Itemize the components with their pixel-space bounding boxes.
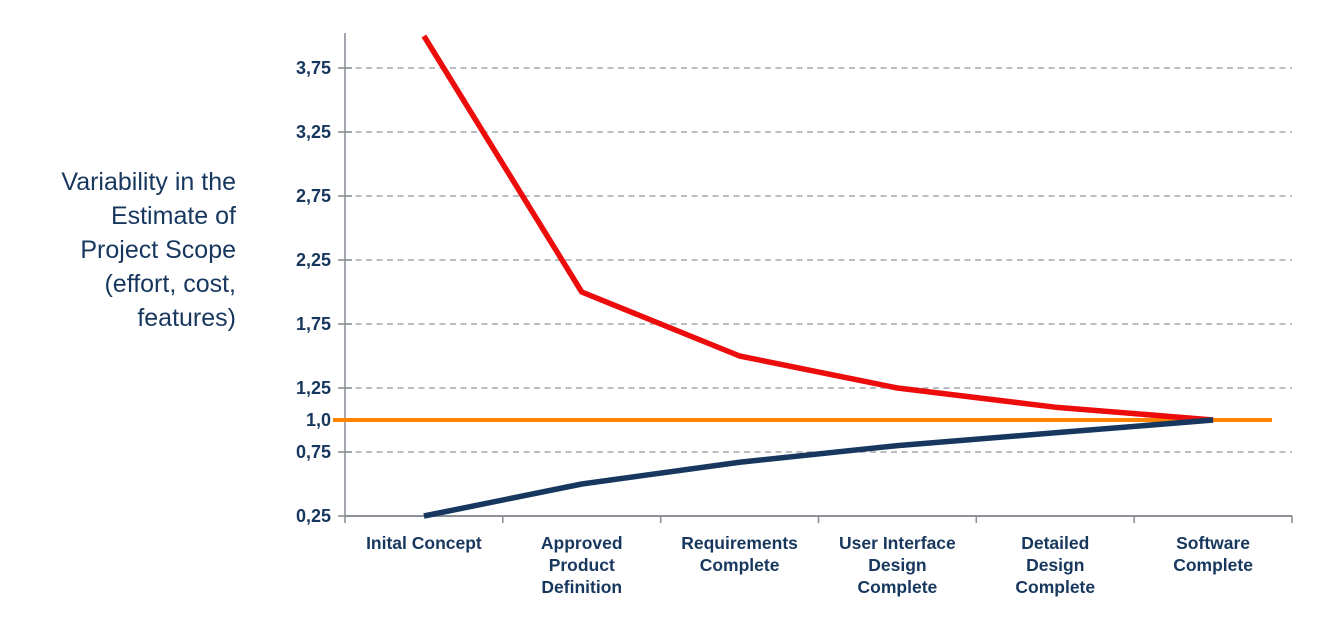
y-tick-label: 1,75 [296,314,331,334]
x-category-label-line: Complete [1173,555,1253,575]
y-tick-label: 3,75 [296,58,331,78]
side-title-line: Variability in the [61,168,236,196]
x-category-label-line: Inital Concept [366,533,482,553]
y-tick-label: 3,25 [296,122,331,142]
x-category-label-line: Design [868,555,926,575]
x-category-label-line: Detailed [1021,533,1089,553]
x-category-label-line: Software [1176,533,1250,553]
series-high-estimate-bound [421,34,1214,423]
x-category-label: User Interface Design Complete [839,533,956,597]
y-tick-label: 1,0 [306,410,331,430]
x-category-label: Software Complete [1173,533,1253,575]
x-category-label-line: Requirements [681,533,798,553]
x-category-label: Detailed Design Complete [1015,533,1095,597]
side-title-line: (effort, cost, [104,270,236,298]
y-axis-side-title: Variability in the Estimate of Project Sco… [8,165,236,335]
y-tick-label: 2,75 [296,186,331,206]
x-category-label-line: Complete [700,555,780,575]
x-category-label: Requirements Complete [681,533,798,575]
x-category-label-line: User Interface [839,533,956,553]
x-category-label: Inital Concept [366,533,482,553]
x-category-label: Approved Product Definition [541,533,623,597]
x-category-label-line: Approved [541,533,623,553]
series-low-estimate-bound [423,417,1214,519]
side-title-line: Estimate of [110,202,236,230]
y-tick-label: 1,25 [296,378,331,398]
x-category-label-line: Complete [1015,577,1095,597]
y-tick-label: 0,25 [296,506,331,526]
x-category-label-line: Design [1026,555,1084,575]
x-category-label-line: Complete [858,577,938,597]
y-tick-label: 0,75 [296,442,331,462]
side-title-line: features) [137,304,236,332]
x-category-label-line: Definition [541,577,622,597]
x-category-label-line: Product [549,555,615,575]
side-title-line: Project Scope [80,236,236,264]
y-tick-label: 2,25 [296,250,331,270]
